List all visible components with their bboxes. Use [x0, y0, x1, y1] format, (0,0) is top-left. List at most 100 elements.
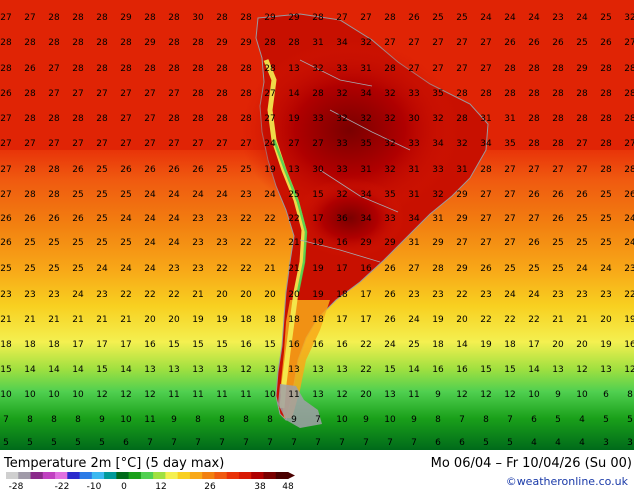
temperature-value: 16 [456, 365, 468, 375]
temperature-value: 28 [528, 64, 540, 74]
temperature-value: 28 [72, 64, 84, 74]
temperature-value: 28 [312, 13, 324, 23]
temperature-value: 24 [192, 190, 204, 200]
temperature-value: 25 [576, 238, 587, 248]
legend-swatch [91, 472, 105, 479]
temperature-value: 24 [384, 340, 396, 350]
temperature-value: 6 [459, 438, 465, 448]
temperature-value: 25 [552, 264, 563, 274]
temperature-value: 14 [288, 89, 300, 99]
temperature-value: 25 [600, 190, 611, 200]
temperature-value: 32 [336, 190, 347, 200]
temperature-value: 31 [408, 238, 419, 248]
temperature-value: 27 [480, 214, 491, 224]
legend-swatch [202, 472, 215, 479]
temperature-value: 17 [120, 340, 131, 350]
temperature-value: 23 [432, 290, 443, 300]
temperature-value: 13 [288, 64, 299, 74]
temperature-value: 22 [624, 290, 634, 300]
temperature-value: 29 [456, 214, 468, 224]
temperature-value: 8 [267, 415, 273, 425]
temperature-value: 10 [528, 390, 540, 400]
temperature-value: 20 [552, 340, 564, 350]
temperature-value: 19 [264, 165, 276, 175]
temperature-value: 28 [624, 165, 634, 175]
temperature-value: 28 [480, 165, 492, 175]
credit-link[interactable]: ©weatheronline.co.uk [505, 475, 628, 488]
temperature-value: 27 [408, 38, 419, 48]
temperature-value: 34 [432, 139, 444, 149]
temperature-value: 28 [624, 64, 634, 74]
temperature-value: 15 [216, 340, 227, 350]
temperature-value: 13 [552, 365, 563, 375]
legend-tick-label: 12 [155, 482, 166, 490]
temperature-value: 23 [576, 290, 587, 300]
temperature-value: 5 [99, 438, 105, 448]
temperature-value: 34 [360, 214, 372, 224]
temperature-value: 5 [507, 438, 513, 448]
temperature-value: 14 [24, 365, 36, 375]
temperature-value: 13 [144, 365, 155, 375]
temperature-value: 27 [24, 139, 35, 149]
temperature-value: 15 [192, 340, 203, 350]
temperature-value: 7 [147, 438, 153, 448]
temperature-value: 27 [504, 165, 515, 175]
temperature-value: 32 [384, 139, 395, 149]
temperature-value: 29 [456, 264, 468, 274]
temperature-value: 8 [195, 415, 201, 425]
temperature-value: 16 [312, 340, 324, 350]
temperature-value: 32 [336, 114, 347, 124]
temperature-value: 25 [120, 238, 131, 248]
temperature-value: 29 [432, 238, 444, 248]
temperature-value: 28 [168, 13, 180, 23]
temperature-value: 26 [576, 190, 588, 200]
temperature-value: 21 [264, 264, 275, 274]
temperature-value: 23 [552, 13, 563, 23]
temperature-value: 6 [435, 438, 441, 448]
temperature-value: 20 [264, 290, 276, 300]
legend-swatch [116, 472, 130, 479]
temperature-value: 26 [600, 38, 612, 48]
temperature-value: 33 [336, 165, 347, 175]
temperature-value: 28 [552, 64, 564, 74]
temperature-value: 29 [264, 13, 276, 23]
temperature-value: 27 [624, 38, 634, 48]
temperature-value: 28 [144, 64, 156, 74]
temperature-value: 28 [24, 89, 36, 99]
temperature-value: 26 [48, 214, 60, 224]
temperature-value: 35 [360, 139, 371, 149]
temperature-value: 15 [168, 340, 179, 350]
temperature-value: 33 [312, 114, 323, 124]
temperature-value: 28 [528, 114, 540, 124]
temperature-value: 12 [456, 390, 467, 400]
temperature-value: 30 [192, 13, 204, 23]
temperature-value: 27 [624, 139, 634, 149]
temperature-value: 24 [528, 290, 540, 300]
temperature-value: 13 [216, 365, 227, 375]
legend-swatch [67, 472, 81, 479]
temperature-value: 5 [627, 415, 633, 425]
temperature-value: 23 [0, 290, 11, 300]
temperature-value: 31 [456, 165, 467, 175]
temperature-value: 28 [576, 89, 588, 99]
temperature-value: 28 [24, 114, 36, 124]
temperature-value: 13 [600, 365, 611, 375]
temperature-value: 7 [363, 438, 369, 448]
temperature-value: 25 [504, 264, 515, 274]
temperature-value: 13 [336, 365, 347, 375]
temperature-value: 9 [99, 415, 105, 425]
temperature-value: 14 [528, 365, 540, 375]
temperature-value: 24 [480, 13, 492, 23]
temperature-value: 25 [48, 238, 59, 248]
legend-swatch [238, 472, 252, 479]
temperature-value: 33 [336, 64, 347, 74]
temperature-value: 24 [576, 264, 588, 274]
temperature-value: 10 [48, 390, 60, 400]
temperature-value: 3 [627, 438, 633, 448]
temperature-value: 28 [72, 38, 84, 48]
temperature-value: 28 [432, 264, 444, 274]
temperature-value: 19 [432, 315, 444, 325]
temperature-value: 27 [120, 139, 131, 149]
temperature-value: 17 [96, 340, 107, 350]
temperature-value: 27 [480, 64, 491, 74]
